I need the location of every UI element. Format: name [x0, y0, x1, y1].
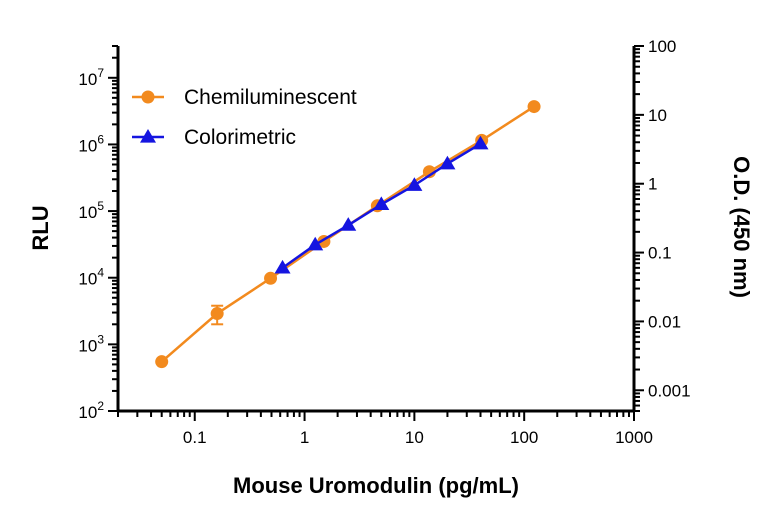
x-axis-title: Mouse Uromodulin (pg/mL): [233, 473, 519, 498]
series-chemiluminescent: [155, 100, 541, 369]
data-point: [155, 355, 169, 369]
series-layer: [155, 100, 541, 369]
y-axis-title: RLU: [28, 205, 53, 250]
y2-axis-title: O.D. (450 nm): [729, 156, 754, 298]
legend-marker: [141, 90, 155, 104]
ticks: 0.1 1 10 100 1000 102 103 104 105 106 107 0.001 0.01…: [78, 37, 690, 447]
x-tick-label: 0.1: [183, 428, 207, 447]
legend-label: Chemiluminescent: [184, 86, 357, 109]
data-point: [439, 155, 456, 170]
y2-tick-label: 0.001: [648, 381, 691, 400]
y-tick-label: 103: [78, 332, 104, 355]
legend-label: Colorimetric: [184, 126, 296, 149]
legend-entry: Chemiluminescent: [132, 86, 357, 109]
y-tick-label: 105: [78, 199, 104, 222]
x-tick-label: 100: [510, 428, 538, 447]
y2-tick-label: 100: [648, 37, 676, 56]
data-point: [373, 196, 390, 211]
data-point: [472, 135, 489, 150]
data-point: [406, 177, 423, 191]
data-point: [210, 307, 224, 321]
data-point: [274, 259, 291, 274]
data-point: [527, 100, 541, 114]
y-tick-label: 102: [78, 399, 104, 422]
data-point: [264, 271, 278, 285]
x-tick-label: 1: [300, 428, 309, 447]
data-point: [340, 217, 357, 231]
legend-marker: [140, 129, 156, 143]
data-point: [422, 165, 436, 179]
y-tick-label: 106: [78, 132, 104, 155]
data-point: [307, 236, 324, 251]
y2-tick-label: 0.01: [648, 312, 681, 331]
y2-tick-label: 0.1: [648, 244, 672, 263]
legend-entry: Colorimetric: [132, 126, 296, 149]
legend: Chemiluminescent Colorimetric: [132, 86, 357, 149]
y2-tick-label: 10: [648, 106, 667, 125]
series-colorimetric: [274, 135, 489, 274]
y2-tick-label: 1: [648, 175, 657, 194]
y-tick-label: 107: [78, 66, 104, 89]
x-tick-label: 1000: [615, 428, 653, 447]
y-tick-label: 104: [78, 266, 104, 289]
x-tick-label: 10: [405, 428, 424, 447]
